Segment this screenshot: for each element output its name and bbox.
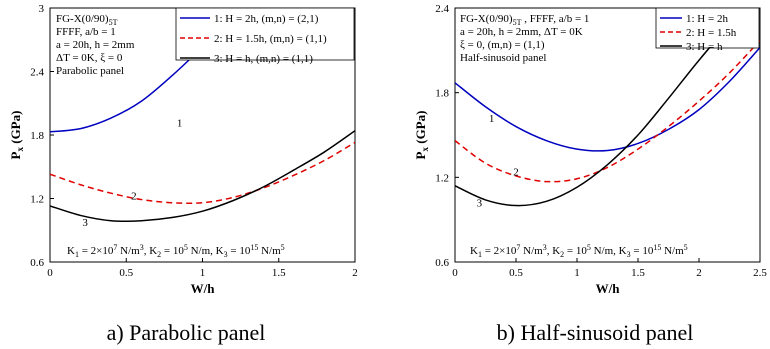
curve-label-3: 3	[477, 198, 483, 210]
y-tick-label: 3	[39, 3, 45, 15]
chart-panel-b: 0 0.5 1 1.5 2 2.5 0.6 1.2 1.8 2.4 W/h Px (GPa) 1 2 3 FG…	[413, 3, 767, 345]
y-tick-label: 0.6	[435, 257, 449, 269]
x-tick-label: 1	[574, 267, 580, 279]
x-axis-label: W/h	[191, 281, 216, 296]
legend-entry-3: 3: H = h, (m,n) = (1,1)	[214, 53, 313, 65]
legend-box	[175, 7, 355, 61]
series-line-1	[455, 47, 760, 152]
y-axis-label: Px (GPa)	[413, 111, 430, 160]
info-line: Half-sinusoid panel	[460, 52, 546, 64]
info-line: ΔT = 0K, ξ = 0	[56, 52, 123, 64]
x-tick-label: 1.5	[631, 267, 645, 279]
series-line-3	[455, 8, 749, 207]
legend-entry-1: 1: H = 2h	[686, 13, 728, 25]
curve-label-2: 2	[513, 167, 519, 179]
y-tick-label: 2.4	[435, 3, 449, 15]
foundation-text: K1​ = 2×107​ N/m3​, K2​ = 105​ N/m, K3​ …	[67, 243, 285, 259]
info-line: FFFF, a/b = 1	[56, 26, 116, 38]
chart-panel-a: 0 0.5 1 1.5 2 0.6 1.2 1.8 2.4 3 W/h Px (GPa) 1 2 3 FG-X…	[8, 3, 358, 345]
y-tick-label: 1.2	[435, 172, 449, 184]
x-tick-label: 0.5	[509, 267, 523, 279]
info-line: a = 20h, h = 2mm	[56, 39, 135, 51]
y-tick-label: 1.8	[435, 88, 449, 100]
series-line-3	[50, 130, 355, 223]
x-axis-label: W/h	[596, 281, 621, 296]
panel-caption: a) Parabolic panel	[107, 320, 266, 345]
series-line-2	[50, 141, 355, 205]
curve-label-1: 1	[489, 113, 495, 125]
x-tick-label: 2	[696, 267, 702, 279]
x-tick-label: 2	[352, 267, 358, 279]
y-tick-label: 0.6	[30, 257, 44, 269]
x-tick-label: 1	[200, 267, 206, 279]
y-axis-label: Px (GPa)	[8, 111, 25, 160]
legend-entry-2: 2: H = 1.5h	[686, 27, 737, 39]
y-tick-label: 2.4	[30, 67, 44, 79]
y-tick-label: 1.8	[30, 130, 44, 142]
info-line: FG-X(0/90)5T​ , FFFF, a/b = 1	[460, 13, 589, 27]
plot-frame	[454, 7, 761, 263]
curve-label-2: 2	[131, 190, 137, 202]
curve-label-1: 1	[177, 117, 183, 129]
legend-entry-2: 2: H = 1.5h, (m,n) = (1,1)	[214, 33, 327, 45]
x-tick-label: 1.5	[272, 267, 286, 279]
info-line: a = 20h, h = 2mm, ΔT = 0K	[460, 26, 583, 38]
foundation-text: K1​ = 2×107​ N/m3​, K2​ = 105​ N/m, K3​ …	[470, 243, 688, 259]
curve-label-3: 3	[82, 217, 88, 229]
legend-entry-3: 3: H = h	[686, 41, 723, 53]
series-line-2	[455, 39, 760, 183]
x-tick-label: 0	[452, 267, 458, 279]
legend-entry-1: 1: H = 2h, (m,n) = (2,1)	[214, 13, 319, 25]
panel-caption: b) Half-sinusoid panel	[497, 320, 694, 345]
x-tick-label: 2.5	[753, 267, 767, 279]
info-line: FG-X(0/90)5T​	[56, 13, 118, 27]
x-tick-label: 0	[47, 267, 53, 279]
legend-box	[655, 7, 760, 49]
info-line: ξ = 0, (m,n) = (1,1)	[460, 39, 545, 51]
y-tick-label: 1.2	[30, 194, 44, 206]
x-tick-label: 0.5	[119, 267, 133, 279]
info-line: Parabolic panel	[56, 65, 124, 77]
